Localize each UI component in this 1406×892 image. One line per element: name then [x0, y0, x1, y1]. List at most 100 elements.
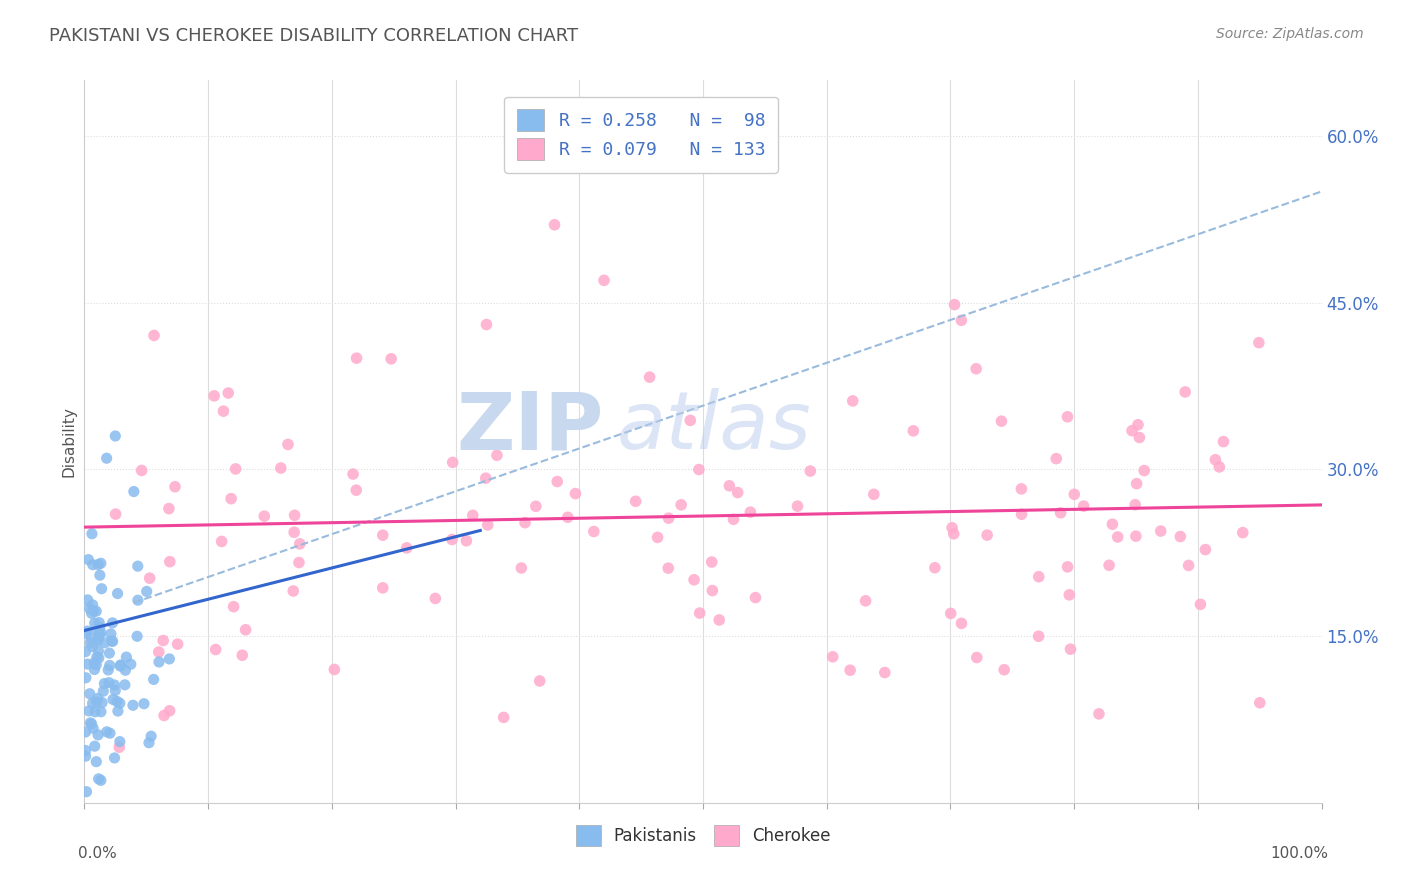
- Point: [513, 516, 536, 530]
- Point: [115, 650, 138, 665]
- Point: [132, 697, 155, 711]
- Point: [90, 625, 112, 640]
- Point: [700, 555, 723, 569]
- Point: [101, 615, 124, 630]
- Point: [79, 601, 101, 615]
- Point: [1174, 384, 1197, 399]
- Point: [990, 414, 1012, 428]
- Point: [98, 646, 121, 660]
- Point: [740, 505, 762, 519]
- Point: [546, 475, 568, 489]
- Point: [624, 494, 647, 508]
- Point: [1249, 696, 1271, 710]
- Point: [485, 448, 508, 462]
- Point: [744, 591, 766, 605]
- Point: [104, 429, 127, 443]
- Point: [89, 615, 111, 630]
- Point: [1073, 499, 1095, 513]
- Point: [108, 734, 131, 748]
- Point: [139, 729, 162, 743]
- Point: [114, 663, 136, 677]
- Point: [441, 455, 464, 469]
- Point: [1123, 498, 1146, 512]
- Point: [1247, 335, 1270, 350]
- Point: [138, 736, 160, 750]
- Point: [91, 696, 114, 710]
- Point: [75, 749, 97, 764]
- Point: [84, 604, 107, 618]
- Point: [76, 657, 98, 671]
- Point: [799, 464, 821, 478]
- Point: [976, 528, 998, 542]
- Point: [1232, 525, 1254, 540]
- Point: [939, 607, 962, 621]
- Point: [1063, 487, 1085, 501]
- Point: [157, 501, 180, 516]
- Point: [114, 678, 136, 692]
- Point: [108, 740, 131, 755]
- Point: [1028, 570, 1050, 584]
- Point: [1088, 706, 1111, 721]
- Text: 100.0%: 100.0%: [1270, 847, 1327, 861]
- Point: [253, 509, 276, 524]
- Point: [638, 370, 661, 384]
- Point: [1126, 417, 1149, 432]
- Point: [104, 507, 127, 521]
- Point: [87, 651, 110, 665]
- Point: [821, 649, 844, 664]
- Point: [87, 644, 110, 658]
- Point: [235, 623, 257, 637]
- Point: [529, 673, 551, 688]
- Point: [709, 613, 731, 627]
- Point: [524, 500, 547, 514]
- Point: [1121, 424, 1143, 438]
- Point: [855, 594, 877, 608]
- Point: [543, 218, 565, 232]
- Point: [83, 663, 105, 677]
- Point: [371, 528, 394, 542]
- Point: [786, 499, 808, 513]
- Point: [1059, 588, 1081, 602]
- Point: [135, 584, 157, 599]
- Point: [82, 558, 104, 572]
- Point: [90, 582, 112, 596]
- Point: [101, 634, 124, 648]
- Point: [98, 726, 121, 740]
- Point: [120, 657, 142, 672]
- Point: [104, 683, 127, 698]
- Point: [217, 386, 239, 401]
- Point: [86, 695, 108, 709]
- Point: [718, 479, 741, 493]
- Point: [863, 487, 886, 501]
- Point: [83, 656, 105, 670]
- Point: [657, 561, 679, 575]
- Point: [1010, 482, 1032, 496]
- Text: atlas: atlas: [616, 388, 811, 467]
- Point: [110, 657, 132, 672]
- Point: [1125, 476, 1147, 491]
- Point: [138, 571, 160, 585]
- Point: [380, 351, 402, 366]
- Point: [97, 663, 120, 677]
- Point: [702, 583, 724, 598]
- Point: [477, 518, 499, 533]
- Point: [288, 537, 311, 551]
- Point: [89, 627, 111, 641]
- Point: [84, 657, 107, 672]
- Point: [84, 755, 107, 769]
- Point: [1189, 598, 1212, 612]
- Point: [492, 710, 515, 724]
- Point: [839, 663, 862, 677]
- Point: [1194, 542, 1216, 557]
- Point: [110, 659, 132, 673]
- Point: [557, 510, 579, 524]
- Point: [91, 684, 114, 698]
- Point: [461, 508, 484, 523]
- Point: [222, 599, 245, 614]
- Point: [80, 526, 103, 541]
- Point: [1098, 558, 1121, 573]
- Point: [83, 604, 105, 618]
- Point: [87, 628, 110, 642]
- Point: [1056, 559, 1078, 574]
- Point: [80, 632, 103, 646]
